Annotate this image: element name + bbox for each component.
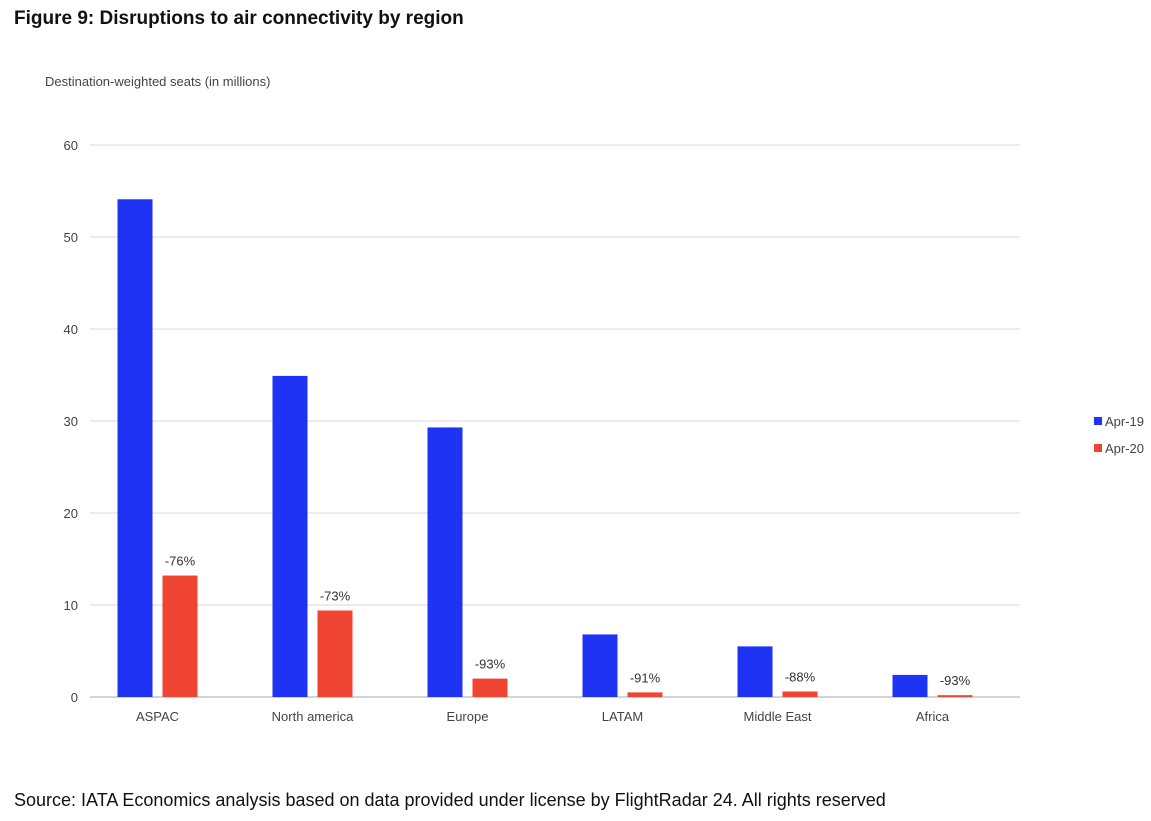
bar-apr-19-europe [427, 427, 463, 697]
bar-apr-20-europe [472, 678, 508, 697]
y-tick-label: 20 [64, 506, 78, 521]
y-tick-label: 30 [64, 414, 78, 429]
y-axis-label: Destination-weighted seats (in millions) [45, 74, 270, 89]
bar-apr-19-middle-east [737, 646, 773, 697]
x-tick-label: LATAM [602, 709, 643, 724]
figure-title: Figure 9: Disruptions to air connectivit… [14, 8, 464, 29]
bar-apr-19-latam [582, 634, 618, 697]
bar-apr-20-aspac [162, 575, 198, 697]
data-label: -73% [320, 589, 351, 604]
data-label: -91% [630, 670, 661, 685]
x-tick-label: Middle East [744, 709, 812, 724]
y-tick-label: 10 [64, 598, 78, 613]
bars [117, 199, 973, 697]
x-tick-label: ASPAC [136, 709, 179, 724]
data-label: -93% [940, 673, 971, 688]
data-labels: -76% -73% -93% -91% -88% -93% [165, 554, 971, 689]
bar-apr-20-middle-east [782, 691, 818, 697]
bar-apr-19-africa [892, 674, 928, 697]
legend-swatch [1094, 417, 1102, 425]
source-note: Source: IATA Economics analysis based on… [14, 790, 886, 810]
legend: Apr-19 Apr-20 [1094, 414, 1144, 456]
legend-label: Apr-20 [1105, 441, 1144, 456]
legend-swatch [1094, 444, 1102, 452]
y-tick-label: 40 [64, 322, 78, 337]
y-tick-label: 0 [71, 690, 78, 705]
x-tick-label: Africa [916, 709, 950, 724]
bar-apr-19-aspac [117, 199, 153, 697]
x-tick-label: Europe [447, 709, 489, 724]
bar-apr-20-africa [937, 695, 973, 697]
data-label: -93% [475, 657, 506, 672]
bar-apr-20-north-america [317, 610, 353, 697]
x-tick-label: North america [272, 709, 354, 724]
x-axis-ticks: ASPAC North america Europe LATAM Middle East… [136, 709, 950, 724]
y-tick-label: 60 [64, 138, 78, 153]
y-tick-label: 50 [64, 230, 78, 245]
gridlines [90, 144, 1020, 698]
legend-label: Apr-19 [1105, 414, 1144, 429]
data-label: -76% [165, 554, 196, 569]
bar-apr-19-north-america [272, 375, 308, 697]
y-axis-ticks: 0 10 20 30 40 50 60 [64, 138, 78, 705]
bar-apr-20-latam [627, 692, 663, 697]
data-label: -88% [785, 669, 816, 684]
